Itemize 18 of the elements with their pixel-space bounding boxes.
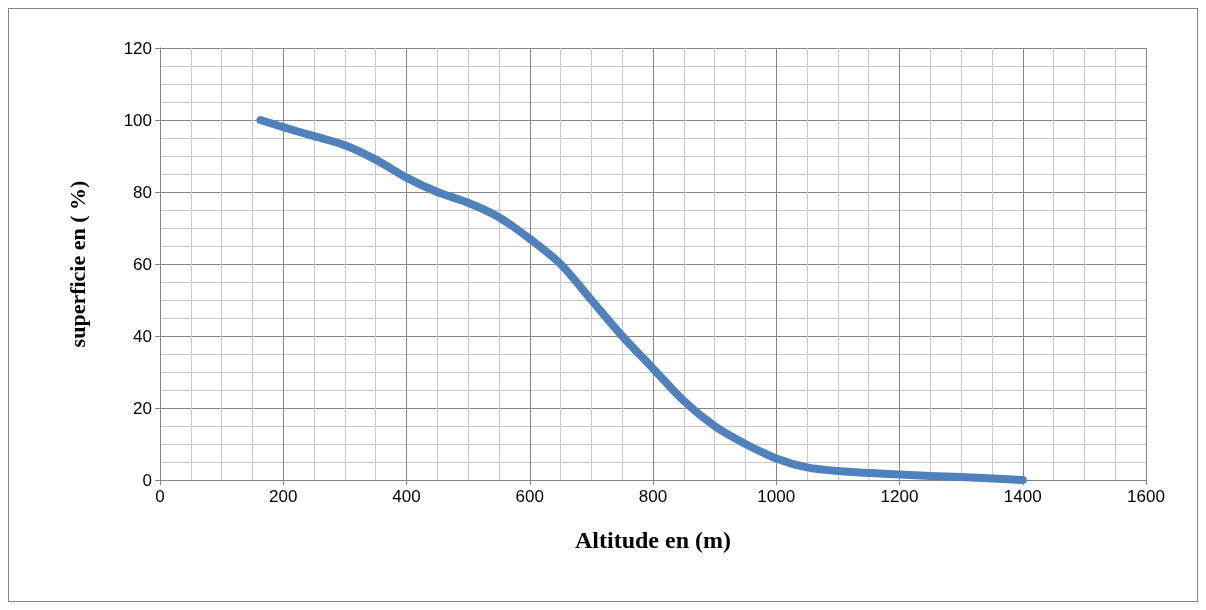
y-tick-label: 40	[133, 326, 152, 346]
x-tick-label: 800	[638, 487, 668, 506]
x-tick-label: 1600	[1127, 487, 1165, 506]
x-tick-label: 400	[392, 487, 421, 506]
y-tick-label: 0	[142, 470, 152, 490]
y-tick-label: 20	[133, 398, 152, 418]
y-tick-label: 60	[133, 254, 152, 274]
y-tick-label: 100	[123, 110, 152, 130]
x-tick-label: 200	[269, 487, 298, 506]
x-tick-label: 1400	[1003, 487, 1042, 506]
x-tick-label: 1200	[880, 487, 919, 506]
x-axis-title: Altitude en (m)	[575, 527, 731, 553]
y-tick-label: 80	[133, 182, 152, 202]
x-tick-label: 0	[155, 487, 165, 506]
x-tick-label: 600	[515, 487, 544, 506]
y-axis-title: superficie en ( %)	[64, 180, 90, 348]
y-tick-label: 120	[123, 38, 152, 58]
x-tick-label: 1000	[757, 487, 796, 506]
